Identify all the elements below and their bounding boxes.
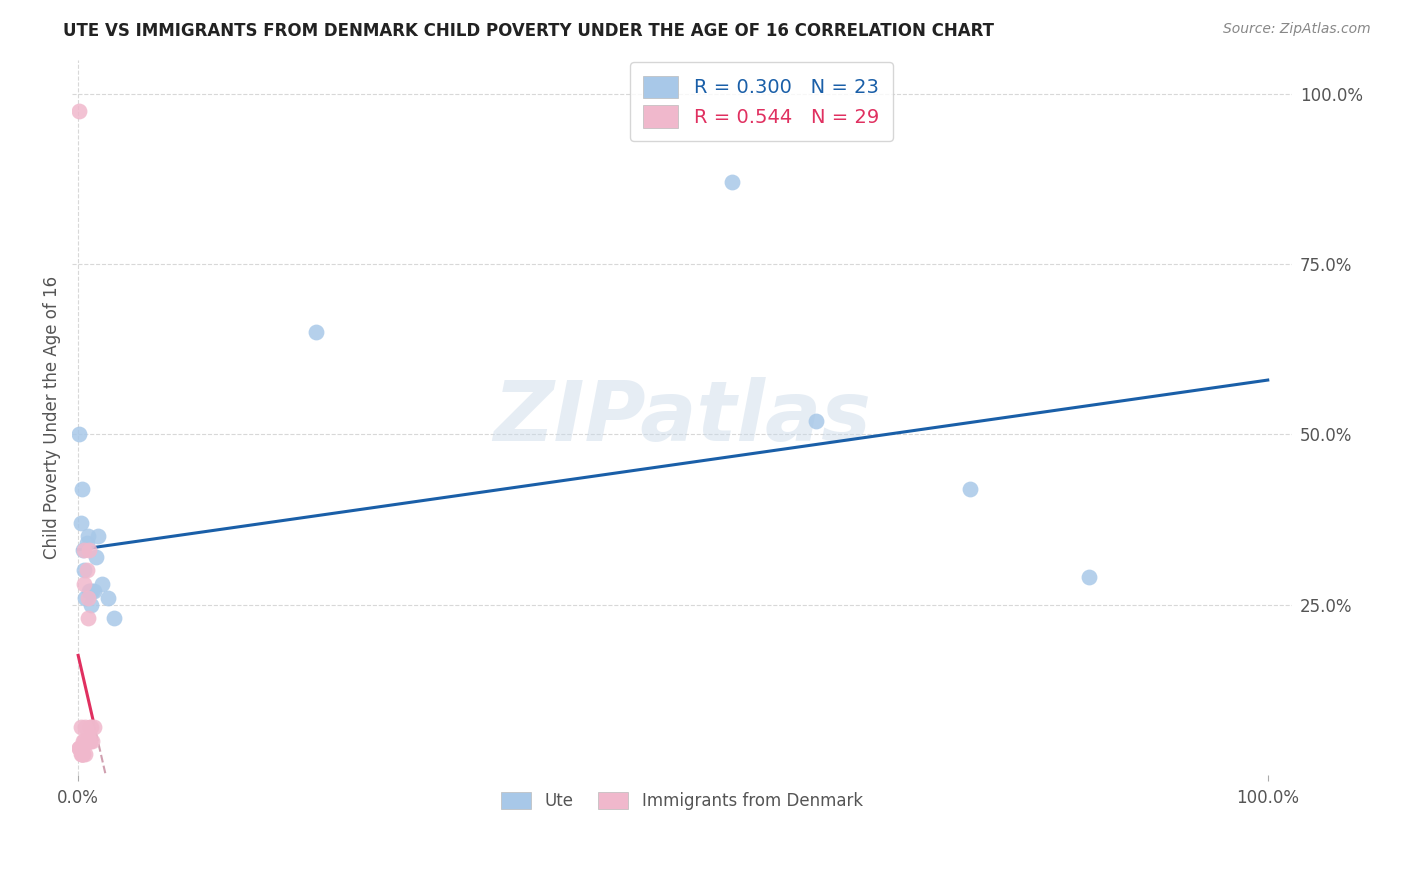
Point <box>87 529 110 543</box>
Point <box>76 591 98 605</box>
Point <box>804 414 827 428</box>
Point <box>76 536 98 550</box>
Point <box>77 583 100 598</box>
Point <box>959 482 981 496</box>
Point <box>72 747 94 762</box>
Point <box>79 720 101 734</box>
Point <box>70 482 93 496</box>
Point <box>73 733 96 747</box>
Y-axis label: Child Poverty Under the Age of 16: Child Poverty Under the Age of 16 <box>44 276 60 558</box>
Point <box>67 740 90 755</box>
Text: UTE VS IMMIGRANTS FROM DENMARK CHILD POVERTY UNDER THE AGE OF 16 CORRELATION CHA: UTE VS IMMIGRANTS FROM DENMARK CHILD POV… <box>63 22 994 40</box>
Point <box>1078 570 1101 584</box>
Point <box>73 564 96 578</box>
Point <box>69 747 91 762</box>
Point <box>75 747 97 762</box>
Point <box>305 325 328 339</box>
Point <box>79 583 101 598</box>
Point <box>721 175 744 189</box>
Point <box>79 733 101 747</box>
Point <box>67 103 90 118</box>
Point <box>70 747 93 762</box>
Point <box>70 747 93 762</box>
Point <box>73 543 96 558</box>
Point <box>67 427 90 442</box>
Point <box>76 611 98 625</box>
Point <box>75 720 97 734</box>
Point <box>80 598 103 612</box>
Point <box>73 577 96 591</box>
Point <box>97 591 120 605</box>
Point <box>76 564 98 578</box>
Point <box>82 583 104 598</box>
Point <box>72 733 94 747</box>
Point <box>69 516 91 530</box>
Point <box>77 543 100 558</box>
Point <box>70 747 93 762</box>
Point <box>84 549 107 564</box>
Point <box>69 720 91 734</box>
Text: ZIPatlas: ZIPatlas <box>494 376 870 458</box>
Point <box>103 611 125 625</box>
Point <box>75 591 97 605</box>
Point <box>72 543 94 558</box>
Point <box>76 733 98 747</box>
Point <box>76 529 98 543</box>
Point <box>76 733 98 747</box>
Point <box>79 733 101 747</box>
Point <box>83 583 105 598</box>
Point <box>83 720 105 734</box>
Point <box>77 733 100 747</box>
Point <box>80 720 103 734</box>
Point <box>69 740 91 755</box>
Text: Source: ZipAtlas.com: Source: ZipAtlas.com <box>1223 22 1371 37</box>
Point <box>82 733 104 747</box>
Point <box>67 740 90 755</box>
Legend: Ute, Immigrants from Denmark: Ute, Immigrants from Denmark <box>495 785 869 816</box>
Point <box>91 577 114 591</box>
